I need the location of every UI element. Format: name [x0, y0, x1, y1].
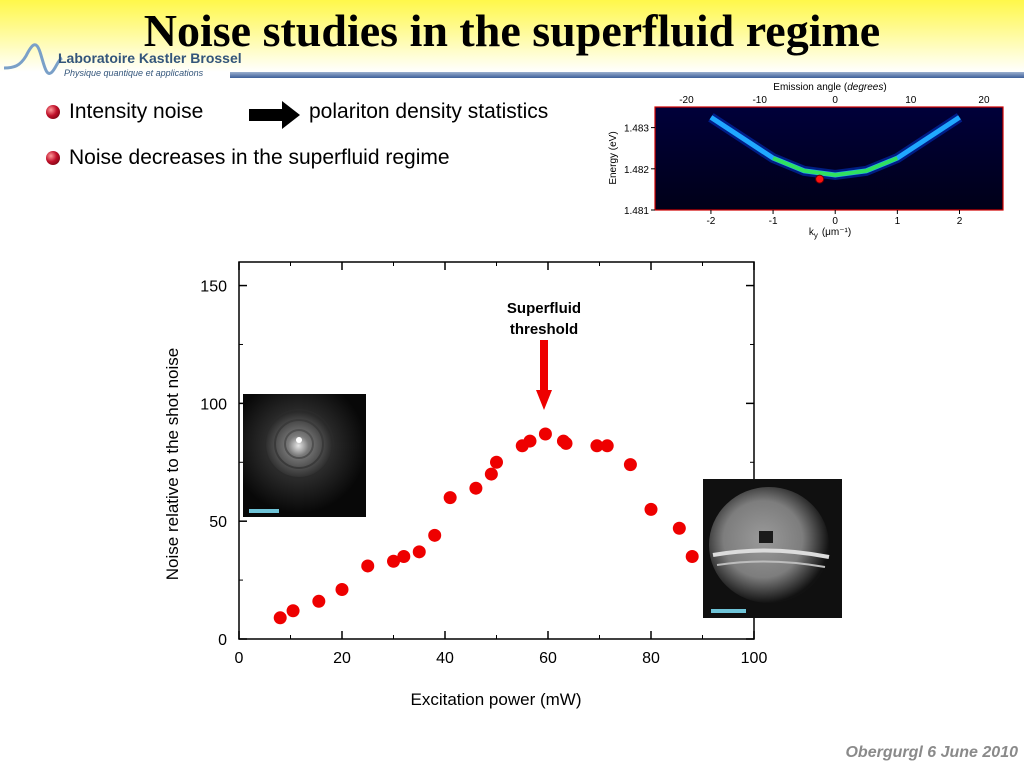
top-tick-labels: -20 -10 0 10 20: [679, 95, 990, 106]
data-point: [623, 458, 637, 472]
x-tick-label: 60: [539, 650, 557, 667]
threshold-label-line1: Superfluid: [507, 300, 581, 317]
dispersion-bright-region: [772, 156, 899, 177]
data-point: [412, 545, 426, 559]
data-point: [559, 436, 573, 450]
dispersion-chart: Emission angle (degrees) -20 -10 0 10 20 1.4…: [608, 82, 1004, 240]
dispersion-curve: [708, 113, 963, 184]
slide-title: Noise studies in the superfluid regime: [143, 5, 881, 56]
bullet-dot-icon: [46, 105, 60, 119]
x-tick-label: 0: [832, 216, 838, 227]
bullet-text: Intensity noise: [69, 100, 204, 123]
data-point: [273, 611, 287, 625]
data-point: [428, 528, 442, 542]
y-tick-label: 1.483: [624, 124, 649, 135]
x-tick-label: 1: [895, 216, 901, 227]
top-tick-label: 20: [978, 95, 990, 106]
x-tick-label: 0: [235, 650, 244, 667]
data-point: [490, 455, 503, 469]
x-tick-label: 20: [333, 650, 351, 667]
x-tick-label: -1: [769, 216, 778, 227]
data-point: [484, 467, 498, 481]
data-point: [523, 434, 537, 448]
x-tick-label: 2: [957, 216, 963, 227]
data-point: [286, 604, 300, 618]
data-point: [600, 439, 614, 453]
bullet-dot-icon: [46, 151, 60, 165]
right-arrow-icon: [249, 109, 283, 121]
top-axis-label: Emission angle (degrees): [773, 82, 886, 93]
bullet-text: Noise decreases in the superfluid regime: [69, 146, 450, 169]
high-power-condensate-image: [703, 479, 842, 618]
data-point: [312, 594, 326, 608]
data-points: [273, 427, 699, 625]
footer-text: Obergurgl 6 June 2010: [845, 744, 1018, 761]
threshold-arrow-shaft: [540, 340, 548, 392]
logo-subtitle: Physique quantique et applications: [64, 68, 204, 78]
data-point: [538, 427, 552, 441]
y-tick-labels: 1.481 1.482 1.483: [624, 124, 655, 217]
x-axis-label: ky (μm⁻¹): [809, 227, 851, 240]
top-tick-label: -10: [752, 95, 767, 106]
data-point: [469, 481, 483, 495]
x-tick-label: 40: [436, 650, 454, 667]
logo-name: Laboratoire Kastler Brossel: [58, 50, 242, 66]
x-axis-label: Excitation power (mW): [411, 690, 582, 709]
top-tick-label: 10: [905, 95, 917, 106]
y-tick-label: 100: [200, 396, 227, 413]
x-tick-labels: -2 -1 0 1 2: [706, 210, 963, 227]
data-point: [644, 502, 658, 516]
y-tick-label: 0: [218, 632, 227, 649]
y-tick-label: 150: [200, 279, 227, 296]
data-point: [397, 550, 411, 564]
x-tick-label: -2: [706, 216, 715, 227]
low-power-condensate-image: [243, 394, 366, 517]
threshold-arrow-head: [536, 390, 552, 410]
data-point: [672, 521, 686, 535]
noise-scatter-chart: 0 20 40 60 80 100 0 50 100 150 Excitation power (…: [163, 261, 768, 709]
y-tick-label: 1.481: [624, 206, 649, 217]
x-tick-label: 80: [642, 650, 660, 667]
lab-logo: [3, 43, 63, 75]
scale-bar: [249, 509, 279, 513]
data-point: [685, 550, 699, 564]
data-point: [590, 439, 604, 453]
title-bar: [0, 0, 1024, 72]
threshold-annotation: Superfluid threshold: [507, 300, 581, 410]
right-arrow-head: [282, 101, 300, 129]
top-tick-label: 0: [832, 95, 838, 106]
y-tick-label: 1.482: [624, 165, 649, 176]
y-tick-label: 50: [209, 514, 227, 531]
pump-marker: [815, 174, 825, 184]
top-tick-label: -20: [679, 95, 694, 106]
header-rule: [230, 72, 1024, 78]
data-point: [335, 583, 349, 597]
y-axis-label: Energy (eV): [608, 131, 619, 184]
scale-bar: [711, 609, 746, 613]
x-tick-label: 100: [741, 650, 768, 667]
data-point: [387, 554, 400, 568]
data-point: [361, 559, 375, 573]
y-axis-label: Noise relative to the shot noise: [163, 348, 182, 580]
threshold-label-line2: threshold: [510, 321, 578, 338]
data-point: [443, 491, 457, 505]
arrow-target-text: polariton density statistics: [309, 100, 549, 123]
